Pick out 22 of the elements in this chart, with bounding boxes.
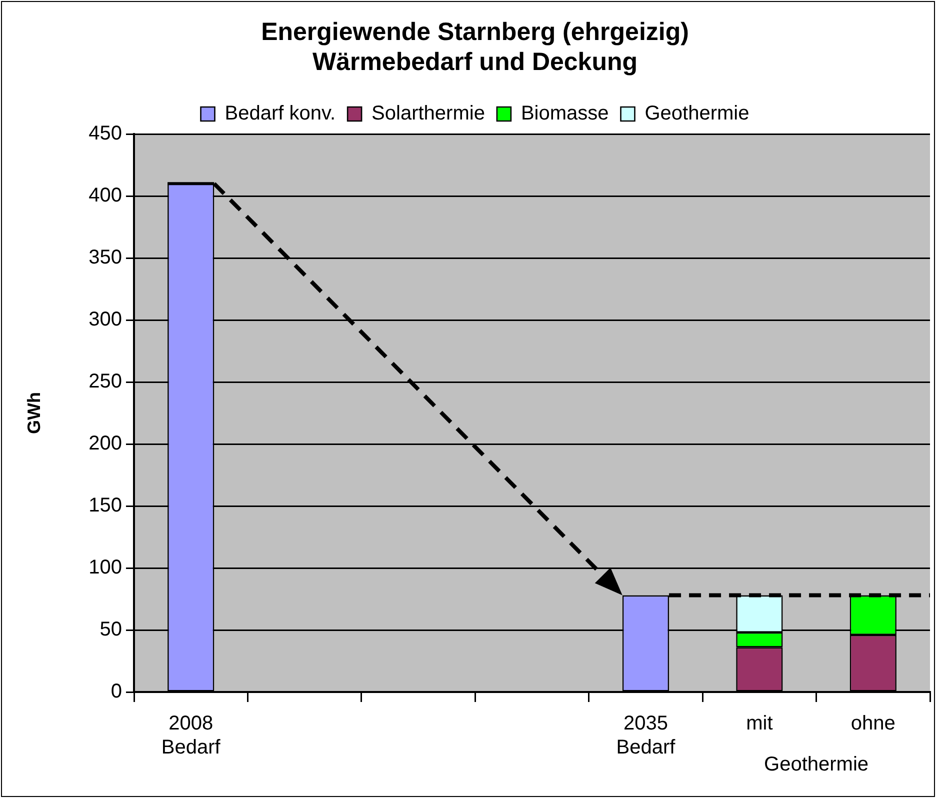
y-tick-label: 200 [88, 432, 122, 455]
x-tick-label: mit [746, 712, 774, 735]
y-tick-label: 450 [88, 122, 122, 145]
text: Energiewende Starnberg (ehrgeizig) [261, 18, 689, 46]
y-axis-title: GWh [24, 392, 44, 434]
y-tick-label: 400 [88, 184, 122, 207]
y-tick-label: 50 [100, 618, 122, 641]
text: Wärmebedarf und Deckung [312, 48, 638, 76]
legend-label: Solarthermie [372, 102, 485, 125]
y-tick-label: 0 [110, 680, 122, 703]
legend-label: Geothermie [644, 102, 750, 125]
text: Geothermie [764, 754, 869, 776]
y-tick-label: 150 [88, 494, 122, 517]
y-tick-label: 100 [88, 556, 122, 579]
y-tick-label: 300 [88, 308, 122, 331]
x-tick-label: 2035 Bedarf [616, 712, 676, 759]
y-tick-label: 250 [88, 370, 122, 393]
x-tick-label: ohne [850, 712, 896, 735]
y-tick-label: 350 [88, 246, 122, 269]
legend-label: Bedarf konv. [224, 102, 336, 125]
legend-label: Biomasse [520, 102, 609, 125]
x-tick-label: 2008 Bedarf [161, 712, 221, 759]
